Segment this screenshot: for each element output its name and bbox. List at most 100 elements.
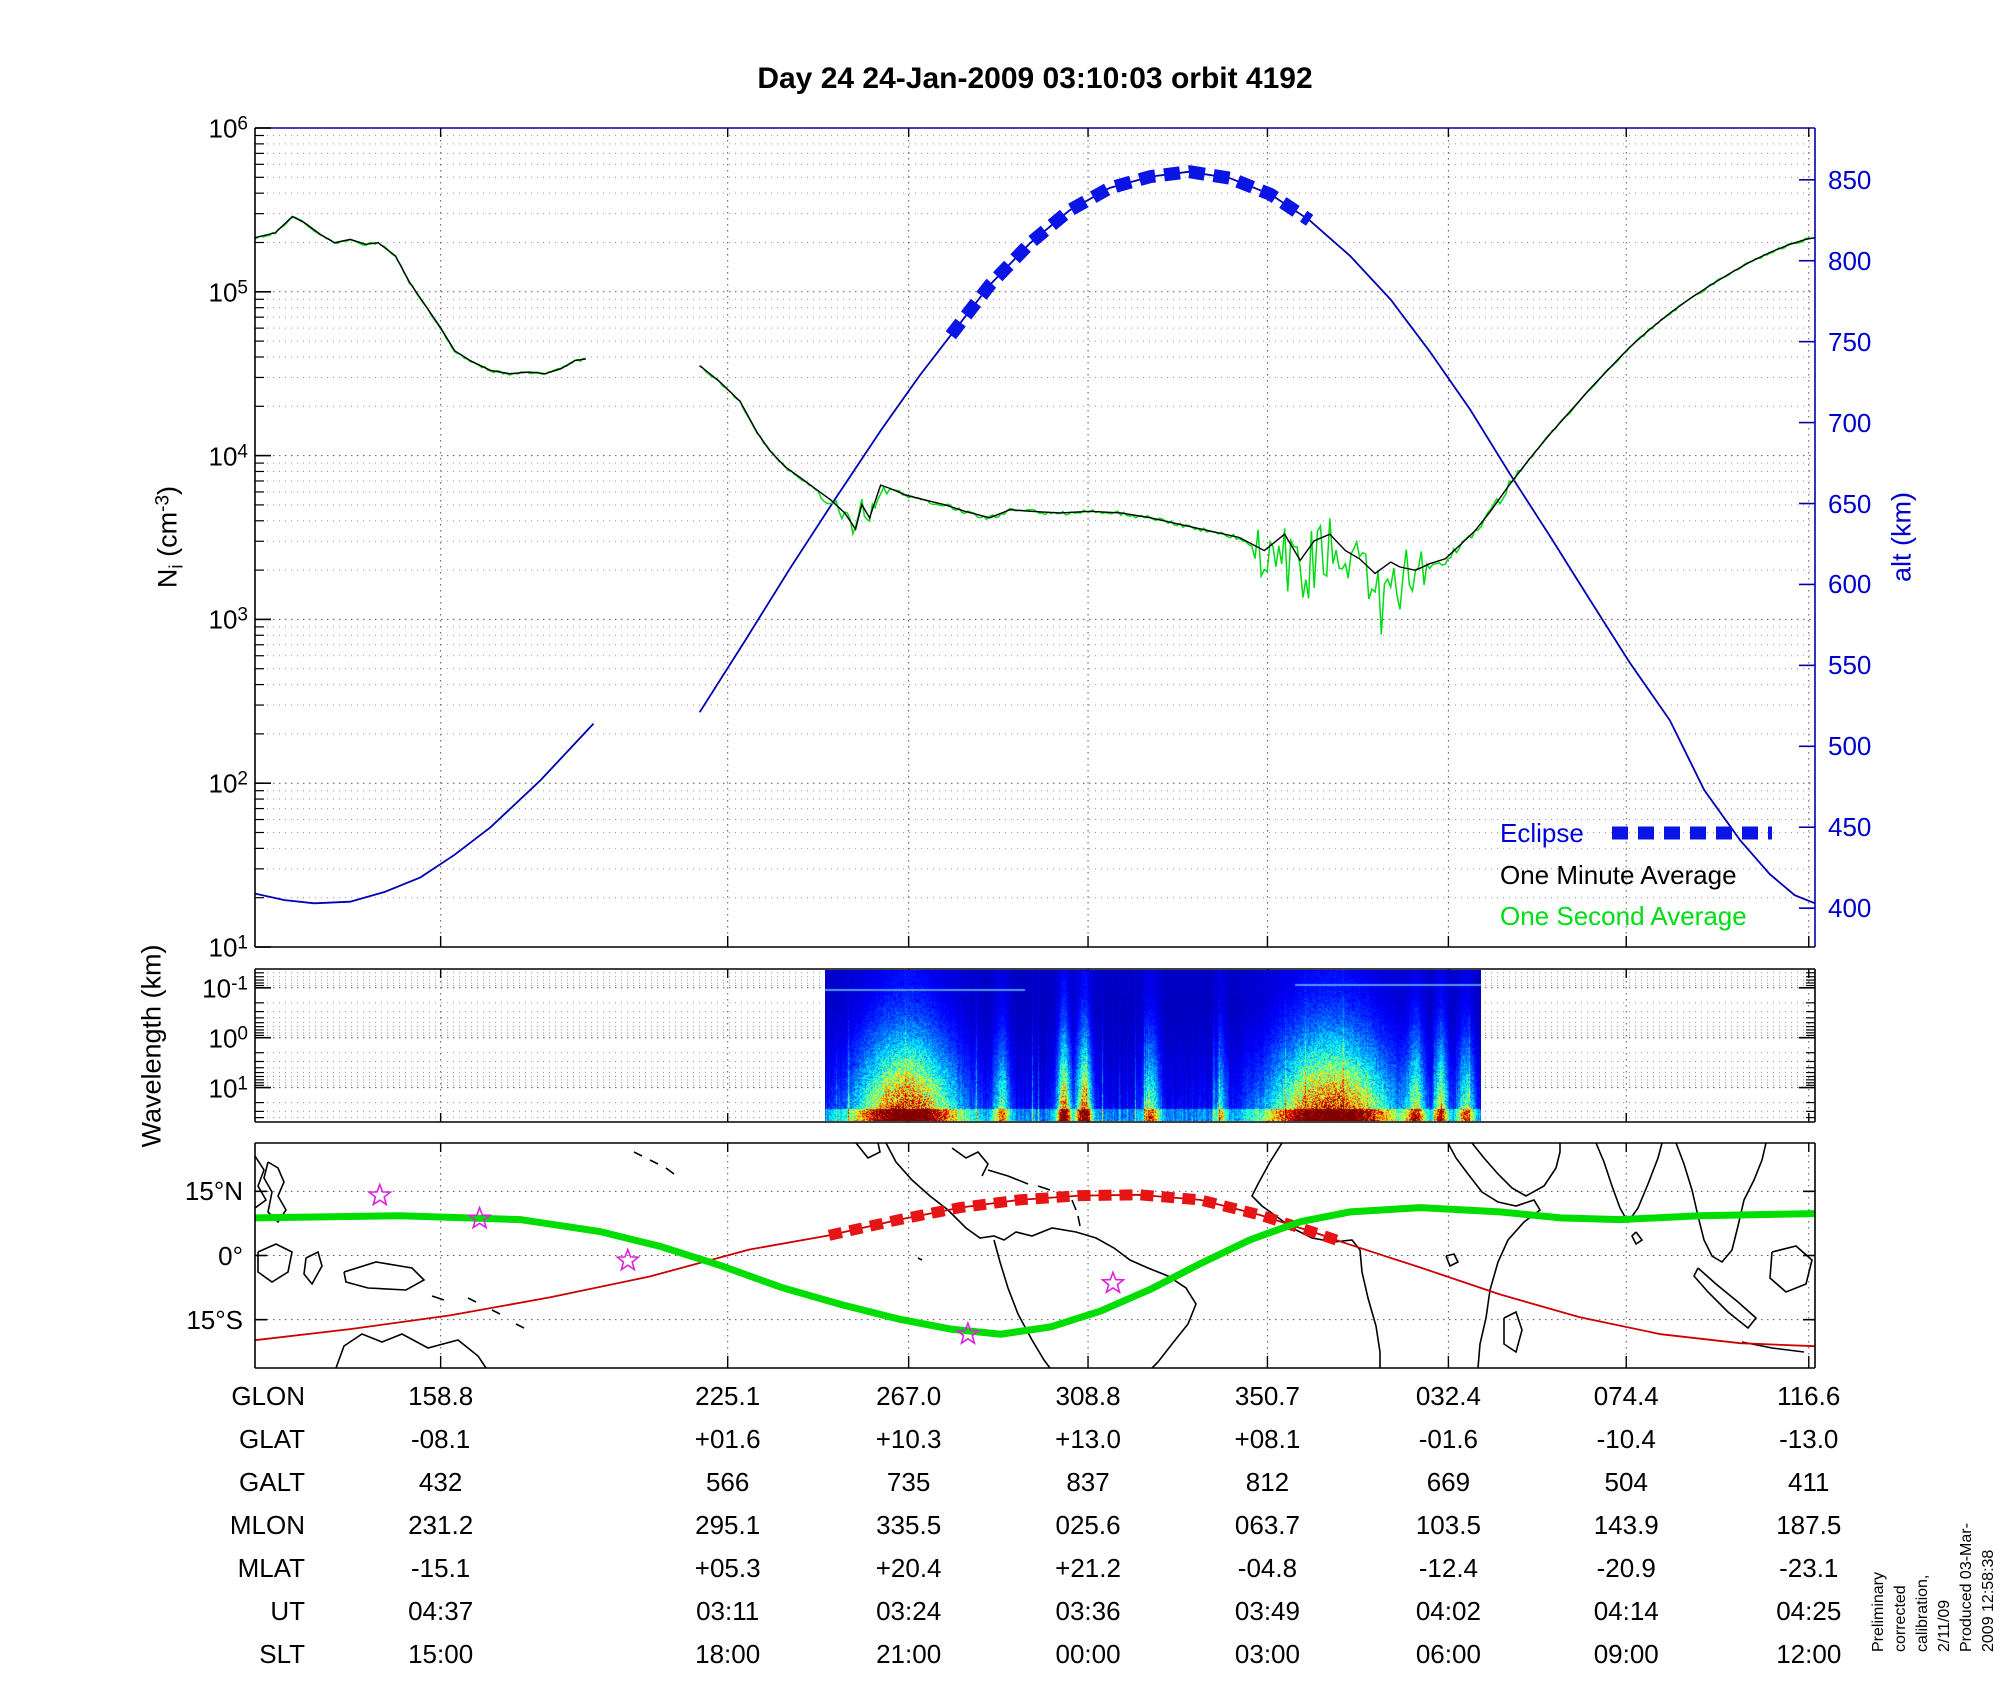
one-minute-average-line xyxy=(699,237,1815,575)
table-cell: -23.1 xyxy=(1779,1553,1839,1583)
table-row-label: GALT xyxy=(239,1467,305,1497)
legend-one-second-label: One Second Average xyxy=(1500,901,1747,931)
table-cell: 837 xyxy=(1066,1467,1110,1497)
production-note: Preliminary corrected calibration, 2/11/… xyxy=(1868,1520,2000,1652)
wavelength-tick-label: 101 xyxy=(208,1073,249,1104)
table-cell: 18:00 xyxy=(695,1639,761,1669)
table-cell: 21:00 xyxy=(876,1639,942,1669)
table-row-label: SLT xyxy=(259,1639,305,1669)
table-cell: 00:00 xyxy=(1055,1639,1121,1669)
plot-title: Day 24 24-Jan-2009 03:10:03 orbit 4192 xyxy=(757,62,1313,95)
eclipse-markers xyxy=(945,165,1314,340)
density-tick-label: 105 xyxy=(208,277,249,308)
latitude-tick-label: 0° xyxy=(218,1240,243,1271)
table-cell: -10.4 xyxy=(1596,1424,1656,1454)
table-cell: 03:11 xyxy=(696,1596,760,1626)
table-cell: -12.4 xyxy=(1418,1553,1479,1583)
altitude-tick-label: 400 xyxy=(1828,893,1872,924)
latitude-tick-label: 15°S xyxy=(186,1304,243,1335)
altitude-tick-label: 450 xyxy=(1828,812,1872,843)
density-tick-label: 104 xyxy=(208,441,249,472)
altitude-tick-label: 800 xyxy=(1828,245,1872,276)
table-cell: -20.9 xyxy=(1596,1553,1656,1583)
table-cell: 735 xyxy=(886,1467,931,1497)
table-cell: 032.4 xyxy=(1415,1381,1481,1411)
table-cell: 03:24 xyxy=(876,1596,942,1626)
table-row-label: UT xyxy=(270,1596,305,1626)
table-cell: 350.7 xyxy=(1234,1381,1300,1411)
table-cell: +21.2 xyxy=(1055,1553,1121,1583)
density-axis-title: Ni (cm-3) xyxy=(152,485,188,589)
table-cell: 06:00 xyxy=(1415,1639,1481,1669)
table-cell: 04:14 xyxy=(1593,1596,1659,1626)
table-cell: 063.7 xyxy=(1234,1510,1300,1540)
legend-eclipse-label: Eclipse xyxy=(1500,818,1584,848)
ground-station-star xyxy=(367,1182,393,1207)
table-cell: 308.8 xyxy=(1055,1381,1121,1411)
table-cell: +13.0 xyxy=(1055,1424,1121,1454)
altitude-tick-label: 600 xyxy=(1828,569,1872,600)
table-cell: +10.3 xyxy=(875,1424,942,1454)
altitude-tick-label: 850 xyxy=(1828,164,1872,195)
altitude-tick-label: 550 xyxy=(1828,650,1872,681)
table-cell: -08.1 xyxy=(410,1424,471,1454)
table-cell: 025.6 xyxy=(1055,1510,1121,1540)
legend-one-minute-label: One Minute Average xyxy=(1500,860,1737,890)
density-tick-label: 106 xyxy=(208,113,249,144)
table-cell: 812 xyxy=(1245,1467,1290,1497)
table-cell: 09:00 xyxy=(1593,1639,1659,1669)
table-cell: 335.5 xyxy=(876,1510,942,1540)
altitude-tick-label: 700 xyxy=(1828,407,1872,438)
calibration-note-line: Preliminary corrected calibration, 2/11/… xyxy=(1870,1571,1953,1652)
table-cell: 04:25 xyxy=(1776,1596,1842,1626)
table-cell: 267.0 xyxy=(876,1381,942,1411)
table-cell: 669 xyxy=(1426,1467,1471,1497)
ground-station-star xyxy=(955,1320,981,1345)
table-cell: 074.4 xyxy=(1593,1381,1659,1411)
altitude-tick-label: 750 xyxy=(1828,326,1872,357)
wavelength-tick-label: 10-1 xyxy=(202,973,248,1004)
produced-note-line: Produced 03-Mar-2009 12:58:38 xyxy=(1958,1523,1997,1652)
density-tick-label: 103 xyxy=(208,604,249,635)
latitude-tick-label: 15°N xyxy=(184,1176,243,1207)
one-second-average-line xyxy=(255,216,586,376)
table-row-label: GLON xyxy=(231,1381,305,1411)
table-cell: 187.5 xyxy=(1776,1510,1842,1540)
ground-station-star xyxy=(466,1205,493,1230)
table-cell: +20.4 xyxy=(875,1553,942,1583)
table-cell: 15:00 xyxy=(408,1639,474,1669)
table-cell: 12:00 xyxy=(1776,1639,1842,1669)
table-cell: 432 xyxy=(418,1467,463,1497)
table-row-label: MLON xyxy=(229,1510,305,1540)
table-cell: +01.6 xyxy=(694,1424,761,1454)
table-cell: -01.6 xyxy=(1418,1424,1479,1454)
coastlines xyxy=(255,1143,1815,1368)
density-tick-label: 102 xyxy=(208,768,249,799)
table-cell: 103.5 xyxy=(1415,1510,1481,1540)
spectrogram-image xyxy=(825,970,1481,1121)
table-row-label: GLAT xyxy=(239,1424,305,1454)
altitude-tick-label: 500 xyxy=(1828,731,1872,762)
table-cell: -15.1 xyxy=(410,1553,471,1583)
table-cell: -13.0 xyxy=(1779,1424,1839,1454)
ground-station-star xyxy=(615,1247,641,1272)
altitude-axis-title: alt (km) xyxy=(1886,492,1917,582)
table-cell: 116.6 xyxy=(1777,1381,1841,1411)
table-cell: 04:02 xyxy=(1415,1596,1481,1626)
table-cell: 03:36 xyxy=(1055,1596,1121,1626)
table-cell: 158.8 xyxy=(408,1381,474,1411)
wavelength-tick-label: 100 xyxy=(208,1023,249,1054)
table-cell: +08.1 xyxy=(1234,1424,1301,1454)
table-cell: 504 xyxy=(1604,1467,1648,1497)
wavelength-axis-title: Wavelength (km) xyxy=(136,944,167,1148)
table-cell: 411 xyxy=(1788,1467,1830,1497)
density-altitude-curves xyxy=(255,165,1815,905)
one-second-average-line xyxy=(699,236,1815,635)
table-cell: +05.3 xyxy=(694,1553,761,1583)
ground-station-star xyxy=(1100,1269,1126,1295)
table-cell: 143.9 xyxy=(1593,1510,1659,1540)
one-minute-average-line xyxy=(255,215,586,375)
table-cell: 231.2 xyxy=(408,1510,474,1540)
density-tick-label: 101 xyxy=(208,932,249,963)
